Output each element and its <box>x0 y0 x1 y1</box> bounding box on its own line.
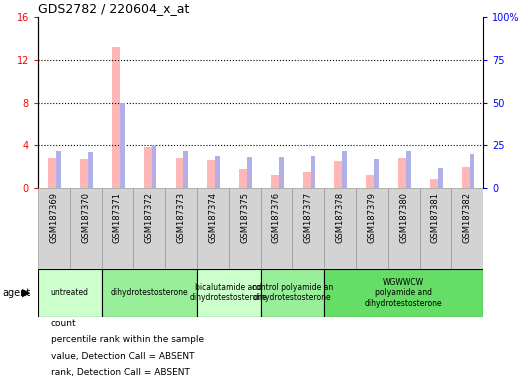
Text: value, Detection Call = ABSENT: value, Detection Call = ABSENT <box>51 352 194 361</box>
Bar <box>80 159 88 188</box>
Bar <box>334 161 343 188</box>
Text: GSM187371: GSM187371 <box>113 192 122 243</box>
Text: GSM187370: GSM187370 <box>81 192 90 243</box>
Text: GSM187375: GSM187375 <box>240 192 249 243</box>
Bar <box>271 175 279 188</box>
Text: GSM187378: GSM187378 <box>336 192 345 243</box>
Bar <box>197 269 261 317</box>
Bar <box>261 188 293 269</box>
Bar <box>261 269 324 317</box>
Bar <box>310 156 315 188</box>
Bar <box>374 159 379 188</box>
Bar <box>197 188 229 269</box>
Bar <box>366 175 374 188</box>
Bar <box>120 103 125 188</box>
Bar <box>70 188 101 269</box>
Text: dihydrotestosterone: dihydrotestosterone <box>110 288 188 297</box>
Bar <box>343 151 347 188</box>
Text: untreated: untreated <box>51 288 89 297</box>
Text: count: count <box>51 319 77 328</box>
Bar <box>324 269 483 317</box>
Bar <box>406 151 411 188</box>
Text: ▶: ▶ <box>22 288 31 298</box>
Text: GDS2782 / 220604_x_at: GDS2782 / 220604_x_at <box>38 2 190 15</box>
Bar <box>303 172 310 188</box>
Bar <box>49 158 56 188</box>
Text: GSM187374: GSM187374 <box>209 192 218 243</box>
Text: GSM187369: GSM187369 <box>50 192 59 243</box>
Text: GSM187382: GSM187382 <box>463 192 472 243</box>
Bar <box>38 269 101 317</box>
Bar <box>430 179 438 188</box>
Text: GSM187376: GSM187376 <box>272 192 281 243</box>
Bar <box>356 188 388 269</box>
Bar <box>451 188 483 269</box>
Bar <box>101 188 134 269</box>
Bar <box>420 188 451 269</box>
Bar <box>469 154 474 188</box>
Bar <box>388 188 420 269</box>
Bar <box>461 167 469 188</box>
Bar <box>144 147 152 188</box>
Bar <box>293 188 324 269</box>
Text: percentile rank within the sample: percentile rank within the sample <box>51 335 204 344</box>
Bar <box>38 188 70 269</box>
Bar <box>324 188 356 269</box>
Bar <box>229 188 261 269</box>
Text: GSM187381: GSM187381 <box>431 192 440 243</box>
Bar <box>279 157 284 188</box>
Bar <box>208 161 215 188</box>
Bar <box>112 47 120 188</box>
Bar <box>165 188 197 269</box>
Bar <box>247 157 252 188</box>
Text: bicalutamide and
dihydrotestosterone: bicalutamide and dihydrotestosterone <box>190 283 268 303</box>
Bar <box>398 158 406 188</box>
Bar <box>215 156 220 188</box>
Text: GSM187377: GSM187377 <box>304 192 313 243</box>
Text: GSM187373: GSM187373 <box>176 192 185 243</box>
Bar <box>134 188 165 269</box>
Text: rank, Detection Call = ABSENT: rank, Detection Call = ABSENT <box>51 368 190 377</box>
Bar <box>101 269 197 317</box>
Bar <box>239 169 247 188</box>
Text: WGWWCW
polyamide and
dihydrotestosterone: WGWWCW polyamide and dihydrotestosterone <box>365 278 442 308</box>
Text: GSM187379: GSM187379 <box>367 192 376 243</box>
Bar <box>88 152 93 188</box>
Bar <box>438 168 442 188</box>
Text: GSM187380: GSM187380 <box>399 192 408 243</box>
Text: agent: agent <box>3 288 31 298</box>
Bar <box>183 151 188 188</box>
Bar <box>175 158 183 188</box>
Bar <box>152 146 156 188</box>
Bar <box>56 151 61 188</box>
Text: control polyamide an
dihydrotestosterone: control polyamide an dihydrotestosterone <box>252 283 333 303</box>
Text: GSM187372: GSM187372 <box>145 192 154 243</box>
